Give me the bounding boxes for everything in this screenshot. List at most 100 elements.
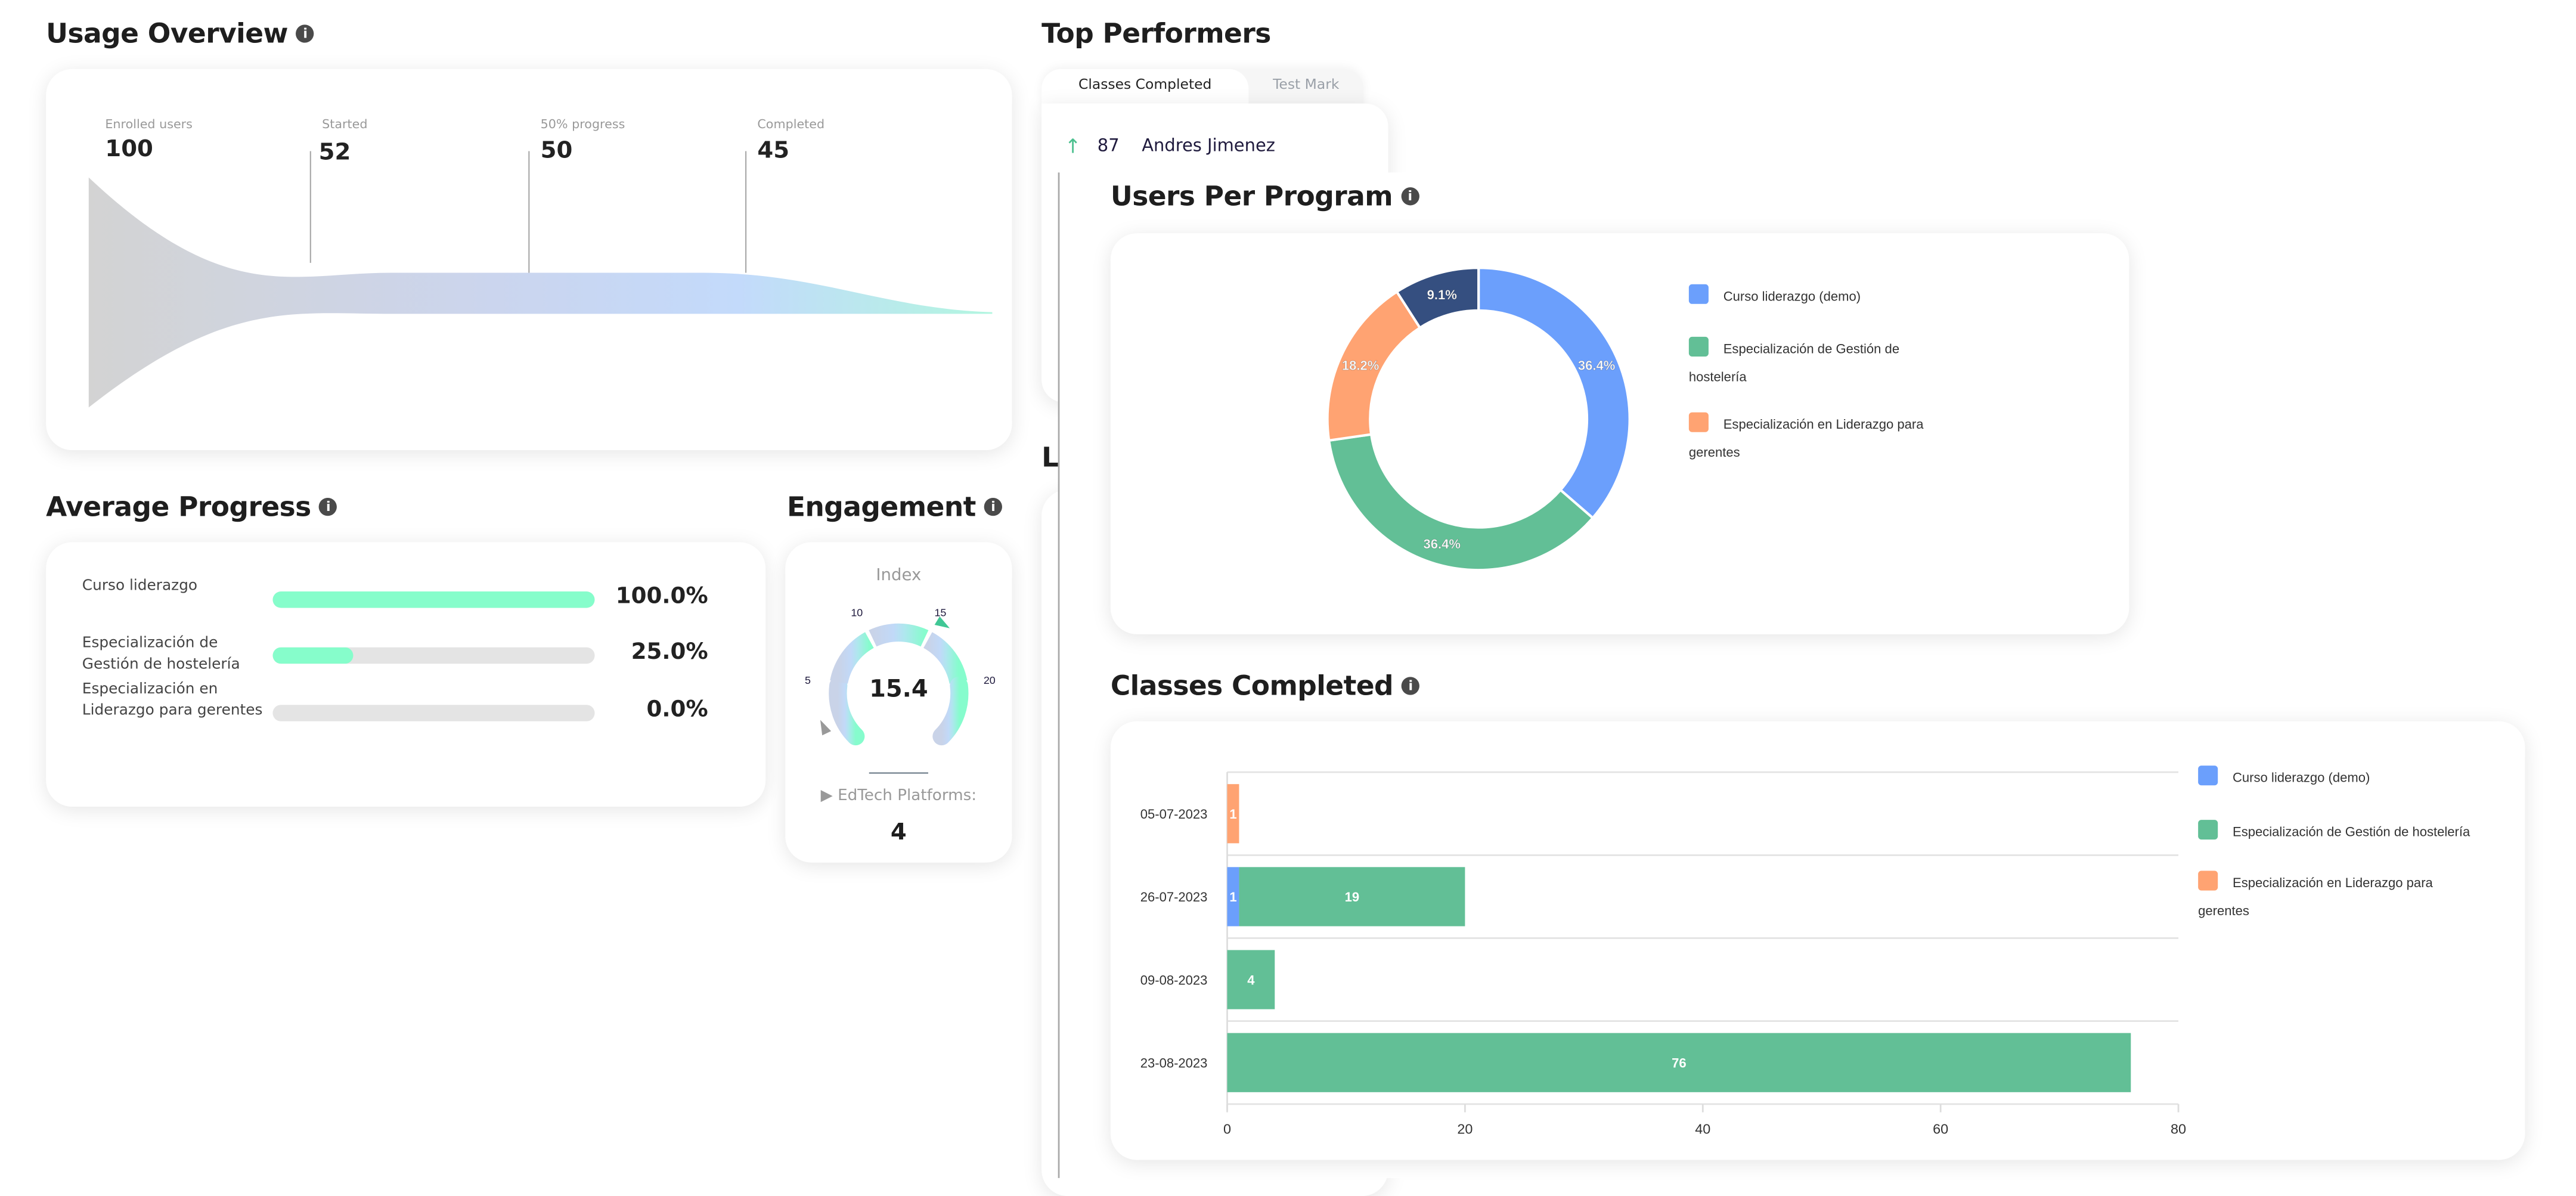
divider — [869, 772, 928, 774]
legend-label: Especialización de Gestión de hostelería — [2232, 825, 2470, 840]
bar-value-label: 19 — [1345, 890, 1360, 904]
info-icon[interactable]: i — [319, 497, 337, 516]
platforms-value: 4 — [890, 820, 907, 847]
legend-swatch — [2198, 820, 2218, 840]
progress-value: 25.0% — [631, 639, 708, 666]
gauge-segment — [830, 632, 875, 684]
category-label: 05-07-2023 — [1140, 807, 1208, 822]
donut-slice — [1477, 267, 1631, 520]
category-label: 23-08-2023 — [1140, 1056, 1208, 1071]
legend-item[interactable]: Especialización de Gestión de hostelería — [2198, 818, 2470, 846]
gauge-segment — [932, 676, 969, 746]
info-icon[interactable]: i — [984, 497, 1002, 516]
legend-item[interactable]: Curso liderazgo (demo) — [2198, 764, 2370, 792]
stage-label: Enrolled users — [105, 116, 193, 132]
progress-label: Especialización de Gestión de hostelería — [82, 636, 240, 674]
legend-label: Especialización en Liderazgo para gerent… — [2198, 875, 2433, 919]
usage-overview-card: Enrolled users 100 Started 52 50% progre… — [46, 69, 1012, 451]
gauge-segment — [869, 623, 929, 647]
progress-label: Curso liderazgo — [82, 578, 198, 595]
arrow-up-icon: ↑ — [1064, 134, 1081, 158]
legend-item[interactable]: Curso liderazgo (demo) — [1688, 283, 1861, 311]
progress-bar — [272, 705, 595, 721]
category-label: 09-08-2023 — [1140, 972, 1208, 987]
tab-test-mark[interactable]: Test Mark — [1273, 77, 1340, 94]
legend-item[interactable]: Especialización en Liderazgo para gerent… — [2198, 869, 2477, 925]
info-icon[interactable]: i — [296, 24, 315, 43]
legend-swatch — [1688, 412, 1709, 432]
info-icon[interactable]: i — [1401, 677, 1420, 695]
gauge-value-marker-icon — [934, 616, 950, 628]
gauge-segment — [923, 632, 968, 684]
progress-fill — [272, 647, 354, 664]
legend-label: Especialización de Gestión de hostelería — [1688, 342, 1900, 385]
progress-bar — [272, 647, 595, 664]
info-icon[interactable]: i — [1400, 187, 1419, 206]
bar-segment — [1227, 867, 1239, 927]
legend-swatch — [1688, 336, 1709, 357]
engagement-title: Engagement i — [787, 491, 1002, 522]
users-per-program-card: 36.4% 36.4% 18.2% 9.1% Curso liderazgo (dem… — [1110, 233, 2129, 634]
average-progress-title: Average Progress i — [46, 491, 337, 522]
legend-swatch — [2198, 870, 2218, 891]
stage-value: 50 — [540, 138, 573, 165]
progress-bar — [272, 591, 595, 608]
users-per-program-title: Users Per Program i — [1111, 181, 1419, 212]
gauge-reference-marker-icon — [820, 720, 832, 736]
bar-value-label: 76 — [1672, 1056, 1687, 1071]
gauge-segment — [829, 676, 865, 746]
average-progress-card: Curso liderazgo 100.0% Especialización d… — [46, 542, 766, 807]
slice-label: 36.4% — [1424, 537, 1461, 551]
legend-swatch — [1688, 284, 1709, 304]
engagement-gauge: 5 10 15 20 — [805, 607, 996, 746]
funnel-shape — [88, 177, 993, 408]
stage-value: 100 — [105, 136, 153, 163]
title-text: Engagement — [786, 491, 976, 523]
title-text: Usage Overview — [46, 18, 288, 49]
usage-funnel — [88, 151, 993, 408]
stacked-bar-chart: 0 20 40 60 80 05-07-2023 1 26-07-2023 1 19 09-08-2… — [1140, 771, 2186, 1136]
bar-segment — [1227, 1033, 2131, 1092]
title-text: Classes Completed — [1110, 670, 1394, 702]
legend-swatch — [2198, 766, 2218, 786]
bar-segment — [1227, 950, 1275, 1009]
gauge-value: 15.4 — [869, 677, 928, 704]
gauge-tick-label: 20 — [984, 674, 996, 686]
bar-value-label: 1 — [1229, 890, 1236, 904]
x-tick-label: 80 — [2171, 1121, 2186, 1136]
legend-item[interactable]: Especialización de Gestión de hostelería — [1688, 335, 1952, 391]
stage-value: 52 — [318, 140, 351, 166]
x-tick-label: 0 — [1223, 1121, 1231, 1136]
top-performers-title: Top Performers — [1041, 18, 1271, 49]
donut-chart: 36.4% 36.4% 18.2% 9.1% — [1326, 267, 1631, 572]
stage-label: 50% progress — [540, 116, 625, 132]
title-text: Average Progress — [46, 491, 311, 523]
progress-value: 100.0% — [615, 583, 708, 610]
gauge-tick-label: 15 — [934, 607, 946, 619]
stage-value: 45 — [757, 138, 790, 165]
x-tick-label: 60 — [1933, 1121, 1948, 1136]
x-tick-label: 20 — [1457, 1121, 1473, 1136]
stage-label: Completed — [757, 116, 825, 132]
usage-overview-title: Usage Overview i — [46, 18, 315, 49]
x-tick-label: 40 — [1695, 1121, 1710, 1136]
bar-segment — [1227, 784, 1239, 844]
legend-label: Especialización en Liderazgo para gerent… — [1688, 417, 1924, 460]
progress-fill — [272, 591, 595, 608]
bar-value-label: 4 — [1247, 972, 1255, 987]
legend-item[interactable]: Especialización en Liderazgo para gerent… — [1688, 411, 1968, 467]
edtech-platforms-toggle[interactable]: ▶ EdTech Platforms: — [785, 787, 1012, 805]
classes-completed-card: 0 20 40 60 80 05-07-2023 1 26-07-2023 1 19 09-08-2… — [1110, 721, 2525, 1160]
slice-label: 36.4% — [1578, 358, 1616, 373]
platforms-label: EdTech Platforms: — [838, 786, 977, 805]
gauge-label: Index — [876, 566, 922, 585]
stage-label: Started — [322, 116, 368, 132]
donut-slice — [1395, 267, 1480, 330]
title-text: Top Performers — [1041, 18, 1271, 49]
classes-completed-title: Classes Completed i — [1110, 670, 1420, 702]
progress-value: 0.0% — [646, 696, 708, 723]
engagement-card: Index 5 10 15 20 15.4 ▶ EdTech Platforms: 4 — [785, 542, 1012, 863]
caret-right-icon: ▶ — [820, 786, 838, 805]
legend-label: Curso liderazgo (demo) — [1723, 289, 1861, 304]
slice-label: 9.1% — [1427, 287, 1458, 302]
